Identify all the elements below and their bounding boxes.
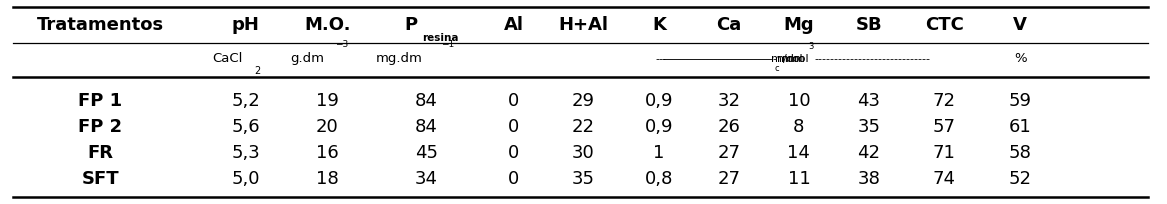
Text: 27: 27 <box>718 171 741 188</box>
Text: 0: 0 <box>508 171 519 188</box>
Text: H+Al: H+Al <box>559 16 608 33</box>
Text: 34: 34 <box>414 171 438 188</box>
Text: P: P <box>404 16 417 33</box>
Text: 11: 11 <box>788 171 810 188</box>
Text: 72: 72 <box>932 92 956 110</box>
Text: SB: SB <box>855 16 882 33</box>
Text: g.dm: g.dm <box>289 52 324 65</box>
Text: 0,9: 0,9 <box>645 92 673 110</box>
Text: 45: 45 <box>414 144 438 162</box>
Text: K: K <box>652 16 666 33</box>
Text: 10: 10 <box>788 92 810 110</box>
Text: 22: 22 <box>572 118 595 136</box>
Text: CaCl: CaCl <box>212 52 243 65</box>
Text: 1: 1 <box>654 144 665 162</box>
Text: 38: 38 <box>858 171 880 188</box>
Text: 3: 3 <box>809 42 813 51</box>
Text: V: V <box>1013 16 1027 33</box>
Text: 84: 84 <box>415 118 438 136</box>
Text: 0: 0 <box>508 118 519 136</box>
Text: Tratamentos: Tratamentos <box>37 16 163 33</box>
Text: 61: 61 <box>1008 118 1032 136</box>
Text: 16: 16 <box>316 144 338 162</box>
Text: /dm: /dm <box>783 54 804 64</box>
Text: resina: resina <box>421 33 459 43</box>
Text: 0,9: 0,9 <box>645 118 673 136</box>
Text: 27: 27 <box>718 144 741 162</box>
Text: 0: 0 <box>508 92 519 110</box>
Text: 84: 84 <box>415 92 438 110</box>
Text: FR: FR <box>88 144 113 162</box>
Text: 2: 2 <box>254 66 260 76</box>
Text: −3: −3 <box>335 40 348 49</box>
Text: 5,0: 5,0 <box>231 171 260 188</box>
Text: M.O.: M.O. <box>305 16 350 33</box>
Text: 29: 29 <box>572 92 595 110</box>
Text: FP 1: FP 1 <box>78 92 123 110</box>
Text: -----------------------------: ----------------------------- <box>815 54 930 64</box>
Text: 57: 57 <box>932 118 956 136</box>
Text: CTC: CTC <box>925 16 964 33</box>
Text: 52: 52 <box>1008 171 1032 188</box>
Text: 58: 58 <box>1008 144 1032 162</box>
Text: 5,2: 5,2 <box>231 92 260 110</box>
Text: SFT: SFT <box>82 171 119 188</box>
Text: 43: 43 <box>858 92 880 110</box>
Text: 20: 20 <box>316 118 338 136</box>
Text: 35: 35 <box>858 118 880 136</box>
Text: 42: 42 <box>858 144 880 162</box>
Text: FP 2: FP 2 <box>78 118 123 136</box>
Text: 59: 59 <box>1008 92 1032 110</box>
Text: %: % <box>1014 52 1027 65</box>
Text: 0: 0 <box>508 144 519 162</box>
Text: −1: −1 <box>441 40 454 49</box>
Text: 30: 30 <box>572 144 595 162</box>
Text: 18: 18 <box>316 171 338 188</box>
Text: -----------------------------mmol: -----------------------------mmol <box>655 54 803 64</box>
Text: 5,6: 5,6 <box>231 118 260 136</box>
Text: 19: 19 <box>316 92 338 110</box>
Text: 71: 71 <box>932 144 956 162</box>
Text: pH: pH <box>232 16 260 33</box>
Text: Ca: Ca <box>717 16 742 33</box>
Text: Mg: Mg <box>783 16 815 33</box>
Text: 0,8: 0,8 <box>645 171 673 188</box>
Text: Al: Al <box>504 16 524 33</box>
Text: 5,3: 5,3 <box>231 144 260 162</box>
Text: c: c <box>775 64 780 73</box>
Text: -----------------------------mmol: -----------------------------mmol <box>661 54 809 64</box>
Text: 8: 8 <box>794 118 804 136</box>
Text: 26: 26 <box>718 118 741 136</box>
Text: 32: 32 <box>718 92 741 110</box>
Text: 74: 74 <box>932 171 956 188</box>
Text: mg.dm: mg.dm <box>376 52 422 65</box>
Text: 35: 35 <box>572 171 595 188</box>
Text: 14: 14 <box>788 144 810 162</box>
